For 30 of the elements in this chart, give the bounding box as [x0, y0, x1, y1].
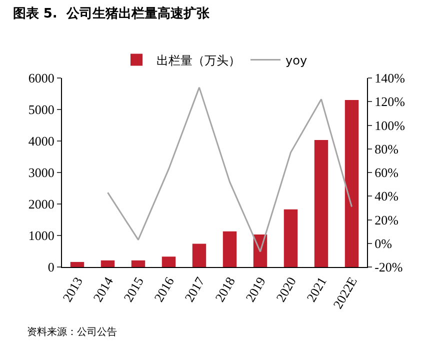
y2-tick-label: 80%	[374, 141, 399, 156]
y2-tick-label: 100%	[374, 118, 406, 133]
y2-tick-label: -20%	[374, 260, 403, 275]
y-tick-label: 3000	[28, 165, 54, 180]
y2-tick-label: 60%	[374, 165, 399, 180]
bar	[162, 256, 176, 267]
y-tick-label: 4000	[28, 134, 54, 149]
bar	[70, 262, 84, 267]
bar	[314, 140, 328, 267]
legend-label: 出栏量（万头）	[156, 53, 240, 68]
bar	[344, 100, 359, 267]
bar	[284, 209, 298, 267]
bar	[131, 260, 146, 267]
y-tick-label: 0	[48, 260, 54, 275]
bar	[100, 260, 115, 267]
bar	[222, 231, 237, 267]
y-tick-label: 2000	[28, 196, 54, 212]
bar	[192, 244, 206, 267]
y-tick-label: 6000	[28, 70, 54, 86]
y2-tick-label: 140%	[374, 70, 406, 86]
y2-tick-label: 20%	[374, 212, 399, 228]
y-tick-label: 1000	[28, 228, 54, 244]
legend-label: yoy	[286, 53, 308, 68]
line-series	[107, 86, 352, 252]
text: 资料来源：公司公告	[27, 326, 117, 338]
y-tick-label: 5000	[28, 102, 54, 118]
y2-tick-label: 40%	[374, 188, 399, 204]
y2-tick-label: 0%	[374, 236, 392, 251]
chart-title: 图表 5. 公司生猪出栏量高速扩张	[12, 6, 210, 22]
y2-tick-label: 120%	[374, 94, 406, 110]
